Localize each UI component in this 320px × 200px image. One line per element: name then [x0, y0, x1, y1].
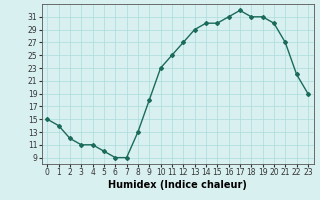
X-axis label: Humidex (Indice chaleur): Humidex (Indice chaleur) — [108, 180, 247, 190]
